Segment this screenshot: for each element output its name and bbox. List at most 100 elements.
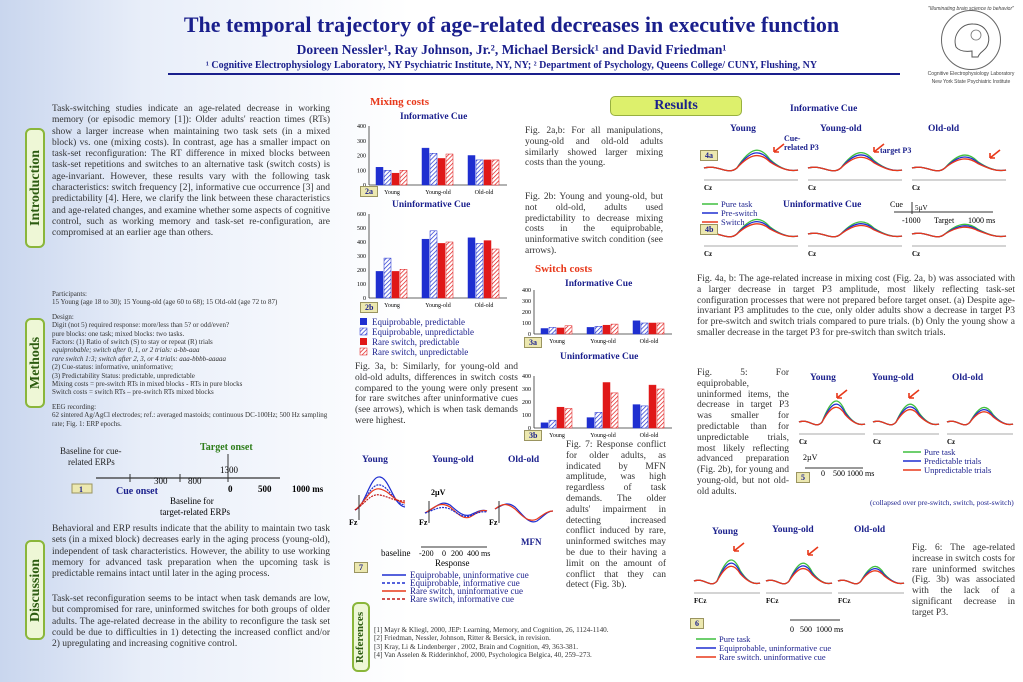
- x-tick-label: Old-old: [475, 303, 494, 309]
- bar: [375, 271, 384, 299]
- legend-label: Pure task: [924, 447, 956, 457]
- reference-item: [4] Van Asselen & Ridderinkhof, 2000, Ps…: [374, 651, 592, 660]
- design-line: Factors: (1) Ratio of switch (S) to stay…: [52, 338, 213, 347]
- wave: [354, 494, 406, 511]
- legend-swatch: [359, 327, 368, 336]
- erp-wave: [911, 158, 1007, 172]
- logo-line2: New York State Psychiatric Institute: [931, 79, 1011, 85]
- erp-wave: [807, 156, 903, 172]
- red-arrow-icon: [807, 546, 819, 556]
- fig2b-chart: 0 100 200 300 400 500 600 Young Young-old Old-old: [357, 212, 507, 309]
- fig6-erp: FCz FCz FCz: [693, 542, 905, 605]
- fig7-group-young: Young: [362, 455, 388, 465]
- fig2a-tag: 2a: [360, 186, 378, 197]
- bar: [429, 230, 438, 299]
- bar: [586, 327, 595, 335]
- y-tick-label: 400: [522, 288, 531, 294]
- axis-label: Target: [934, 216, 955, 225]
- x-tick-label: Young-old: [590, 339, 615, 345]
- bar: [429, 153, 438, 186]
- bar: [610, 392, 619, 429]
- fig1-tag: [71, 483, 93, 494]
- bar: [383, 257, 392, 299]
- x-tick-label: Young: [384, 303, 400, 309]
- fig4-legend: Pure task Pre-switch Switch: [702, 199, 758, 227]
- design-line: (3) Predictability Status: predictable, …: [52, 371, 195, 380]
- tick-label: 800: [188, 476, 202, 486]
- y-tick-label: 0: [363, 296, 366, 302]
- baseline-target-label: Baseline for: [170, 496, 214, 506]
- introduction-text: Task-switching studies indicate an age-r…: [52, 104, 330, 239]
- bar: [421, 147, 430, 186]
- bar: [437, 243, 446, 299]
- red-arrow-icon: [873, 143, 885, 153]
- bar: [564, 325, 573, 335]
- amp-label: 2µV: [803, 453, 818, 462]
- reference-list: [1] Mayr & Kliegl, 2000, JEP: Learning, …: [374, 626, 704, 660]
- legend-label: Equiprobable, uninformative cue: [719, 643, 831, 653]
- y-tick-label: 200: [522, 310, 531, 316]
- design-line: Switch costs = switch RTs – pre-switch R…: [52, 388, 214, 397]
- fig6-group-young: Young: [712, 527, 738, 537]
- wave: [494, 503, 554, 521]
- fig5-caption: Fig. 5: For equiprobable, uninformed ite…: [697, 368, 789, 497]
- red-arrow-icon: [836, 389, 848, 399]
- fig4-uninformative-title: Uninformative Cue: [783, 200, 862, 210]
- mfn-label: MFN: [521, 537, 542, 547]
- response-label: Response: [435, 558, 470, 568]
- erp-wave: [703, 155, 799, 172]
- references-label: References: [352, 602, 370, 672]
- legend-swatch: [359, 347, 368, 356]
- methods-block: Participants: 15 Young (age 18 to 30); 1…: [52, 290, 332, 428]
- bar: [540, 328, 549, 335]
- tick-label: 400 ms: [467, 549, 490, 558]
- poster-title: The temporal trajectory of age-related d…: [183, 12, 840, 37]
- axis-label: Cue: [890, 200, 903, 209]
- target-p3-label: target P3: [880, 146, 912, 155]
- bar: [548, 327, 557, 335]
- participants-text: 15 Young (age 18 to 30); 15 Young-old (a…: [52, 298, 278, 307]
- bar: [602, 382, 611, 429]
- x-tick-label: Young-old: [590, 433, 615, 439]
- bar: [483, 240, 492, 299]
- fig7-youngold-waves: Fz 2µV: [419, 488, 488, 527]
- site-label: Cz: [912, 184, 920, 192]
- y-tick-label: 100: [357, 282, 366, 288]
- fig4b-tag: 4b: [700, 224, 719, 235]
- y-tick-label: 100: [522, 413, 531, 419]
- mixing-costs-title: Mixing costs: [370, 96, 429, 108]
- design-line: pure blocks: one task; mixed blocks: two…: [52, 329, 185, 338]
- reference-item: [1] Mayr & Kliegl, 2000, JEP: Learning, …: [374, 626, 609, 634]
- fig4-caption: Fig. 4a, b: The age-related increase in …: [697, 274, 1015, 338]
- fig6-caption: Fig. 6: The age-related increase in swit…: [912, 543, 1015, 618]
- x-tick-label: Old-old: [475, 190, 494, 196]
- bar: [399, 170, 408, 186]
- y-tick-label: 100: [522, 321, 531, 327]
- bar: [483, 159, 492, 186]
- fig4-informative-title: Informative Cue: [790, 104, 858, 114]
- bar: [594, 326, 603, 335]
- legend-label: Rare switch, predictable: [372, 337, 459, 347]
- site-label: Fz: [489, 518, 498, 527]
- bar: [548, 419, 557, 429]
- legend-label: Equiprobable, predictable: [372, 317, 465, 327]
- fig4a-tag: 4a: [700, 150, 718, 161]
- fig4a-erp: Cz Cz Cz: [703, 143, 1007, 192]
- bar: [632, 320, 641, 335]
- fig4b-erp: Cz Cz Cz: [703, 218, 1007, 258]
- baseline-target-label2: target-related ERPs: [160, 507, 231, 517]
- y-tick-label: 400: [357, 240, 366, 246]
- fig5-group-young: Young: [810, 373, 836, 383]
- methods-label: Methods: [25, 318, 45, 408]
- fig7-group-youngold: Young-old: [432, 455, 474, 465]
- x-tick-label: Old-old: [640, 339, 659, 345]
- site-label: Fz: [419, 518, 428, 527]
- fig5-note: (collapsed over pre-switch, switch, post…: [870, 498, 1014, 507]
- fig4-time-axis: Cue 5µV -1000 Target 1000 ms: [890, 200, 995, 225]
- design-heading: Design:: [52, 312, 74, 321]
- wave: [354, 488, 406, 511]
- bar: [475, 159, 484, 186]
- cue-related-p3-label: Cue-related P3: [784, 134, 819, 152]
- fig6-group-youngold: Young-old: [772, 525, 814, 535]
- x-tick-label: Young: [549, 339, 565, 345]
